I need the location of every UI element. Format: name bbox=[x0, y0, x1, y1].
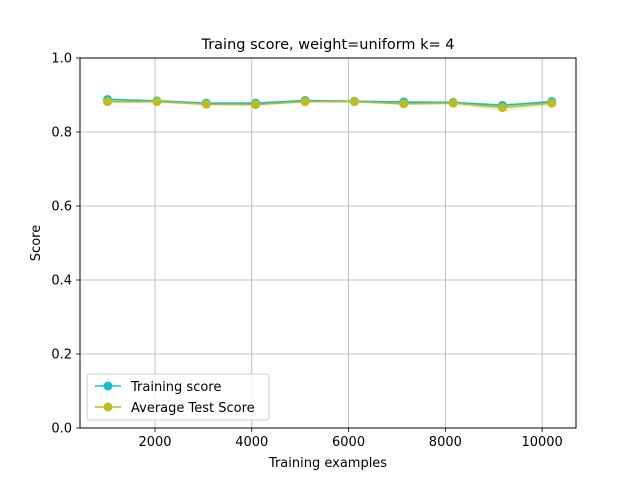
legend-marker-training bbox=[103, 381, 113, 391]
y-axis-ticks: 0.0 0.2 0.4 0.6 0.8 1.0 bbox=[51, 52, 80, 437]
x-tick-label: 2000 bbox=[138, 435, 171, 450]
y-tick-label: 1.0 bbox=[51, 52, 72, 67]
legend-box bbox=[86, 373, 270, 421]
series-lines bbox=[107, 98, 552, 109]
series-1-point bbox=[152, 97, 162, 107]
legend-label-test: Average Test Score bbox=[131, 401, 255, 416]
series-1-point bbox=[497, 103, 507, 113]
legend-marker-test bbox=[103, 402, 113, 412]
x-tick-label: 4000 bbox=[235, 435, 268, 450]
legend-label-training: Training score bbox=[130, 380, 221, 395]
y-tick-label: 0.8 bbox=[51, 126, 72, 141]
series-1-point bbox=[103, 97, 113, 107]
series-1-point bbox=[399, 99, 409, 109]
x-axis-label: Training examples bbox=[268, 456, 387, 471]
legend: Training score Average Test Score bbox=[86, 373, 270, 421]
x-tick-label: 8000 bbox=[429, 435, 462, 450]
series-1-point bbox=[300, 97, 310, 107]
y-tick-label: 0.0 bbox=[51, 422, 72, 437]
y-axis-label: Score bbox=[29, 225, 44, 261]
series-1-point bbox=[448, 98, 458, 108]
x-axis-ticks: 2000 4000 6000 8000 10000 bbox=[138, 428, 563, 450]
series-1-point bbox=[201, 99, 211, 109]
x-tick-label: 10000 bbox=[521, 435, 562, 450]
chart-title: Traing score, weight=uniform k= 4 bbox=[200, 37, 454, 53]
series-1-point bbox=[349, 97, 359, 107]
series-1-point bbox=[547, 98, 557, 108]
plot-area-frame bbox=[79, 57, 577, 429]
x-tick-label: 6000 bbox=[332, 435, 365, 450]
series-1-point bbox=[251, 100, 261, 110]
series-markers bbox=[103, 94, 557, 113]
y-tick-label: 0.4 bbox=[51, 274, 72, 289]
series-1-line bbox=[107, 100, 552, 109]
y-tick-label: 0.6 bbox=[51, 200, 72, 215]
y-tick-label: 0.2 bbox=[51, 348, 72, 363]
